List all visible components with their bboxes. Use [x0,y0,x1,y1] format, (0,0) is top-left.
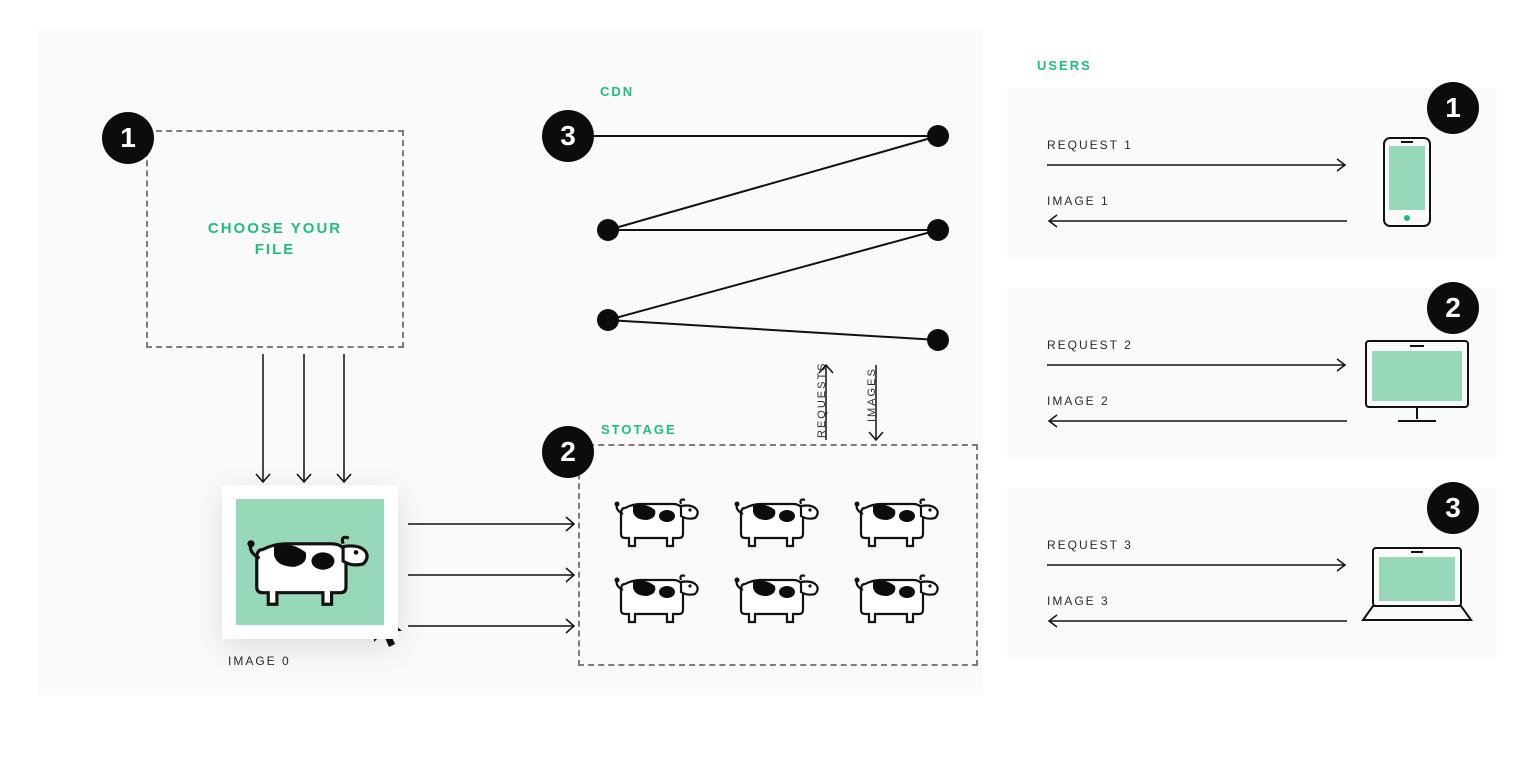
uploaded-image-inner [236,499,384,625]
arrow-right [1047,158,1347,172]
uploaded-image-card [222,485,398,639]
user-badge-2: 2 [1427,282,1479,334]
arrow-left [1047,614,1347,628]
step-badge-3: 3 [542,110,594,162]
request-row: REQUEST 3 [1047,538,1347,577]
user-badge-1: 1 [1427,82,1479,134]
request-label: REQUEST 2 [1047,338,1347,352]
image-label: IMAGE 1 [1047,194,1347,208]
image-row: IMAGE 3 [1047,594,1347,633]
step-badge-1: 1 [102,112,154,164]
laptop-icon [1357,540,1477,630]
request-row: REQUEST 1 [1047,138,1347,177]
user-card-1: 1 REQUEST 1 IMAGE 1 [1007,88,1497,258]
cdn-label: CDN [600,84,634,99]
step-badge-2: 2 [542,426,594,478]
request-row: REQUEST 2 [1047,338,1347,377]
image-row: IMAGE 1 [1047,194,1347,233]
arrow-right [1047,558,1347,572]
users-label: USERS [1037,58,1092,73]
image-row: IMAGE 2 [1047,394,1347,433]
cdn-network-svg [38,30,983,695]
storage-label: STOTAGE [601,422,677,437]
left-panel: CHOOSE YOUR FILE 1 CDN [38,30,983,695]
user-card-3: 3 REQUEST 3 IMAGE 3 [1007,488,1497,658]
cow-icon [245,515,375,610]
monitor-icon [1357,332,1477,432]
arrow-left [1047,414,1347,428]
user-card-2: 2 REQUEST 2 IMAGE 2 [1007,288,1497,458]
image-label: IMAGE 3 [1047,594,1347,608]
image-label: IMAGE 2 [1047,394,1347,408]
request-label: REQUEST 1 [1047,138,1347,152]
request-label: REQUEST 3 [1047,538,1347,552]
user-badge-3: 3 [1427,482,1479,534]
arrow-right [1047,358,1347,372]
phone-icon [1377,132,1437,232]
arrow-left [1047,214,1347,228]
right-panel: USERS 1 REQUEST 1 IMAGE 1 [1007,30,1497,695]
